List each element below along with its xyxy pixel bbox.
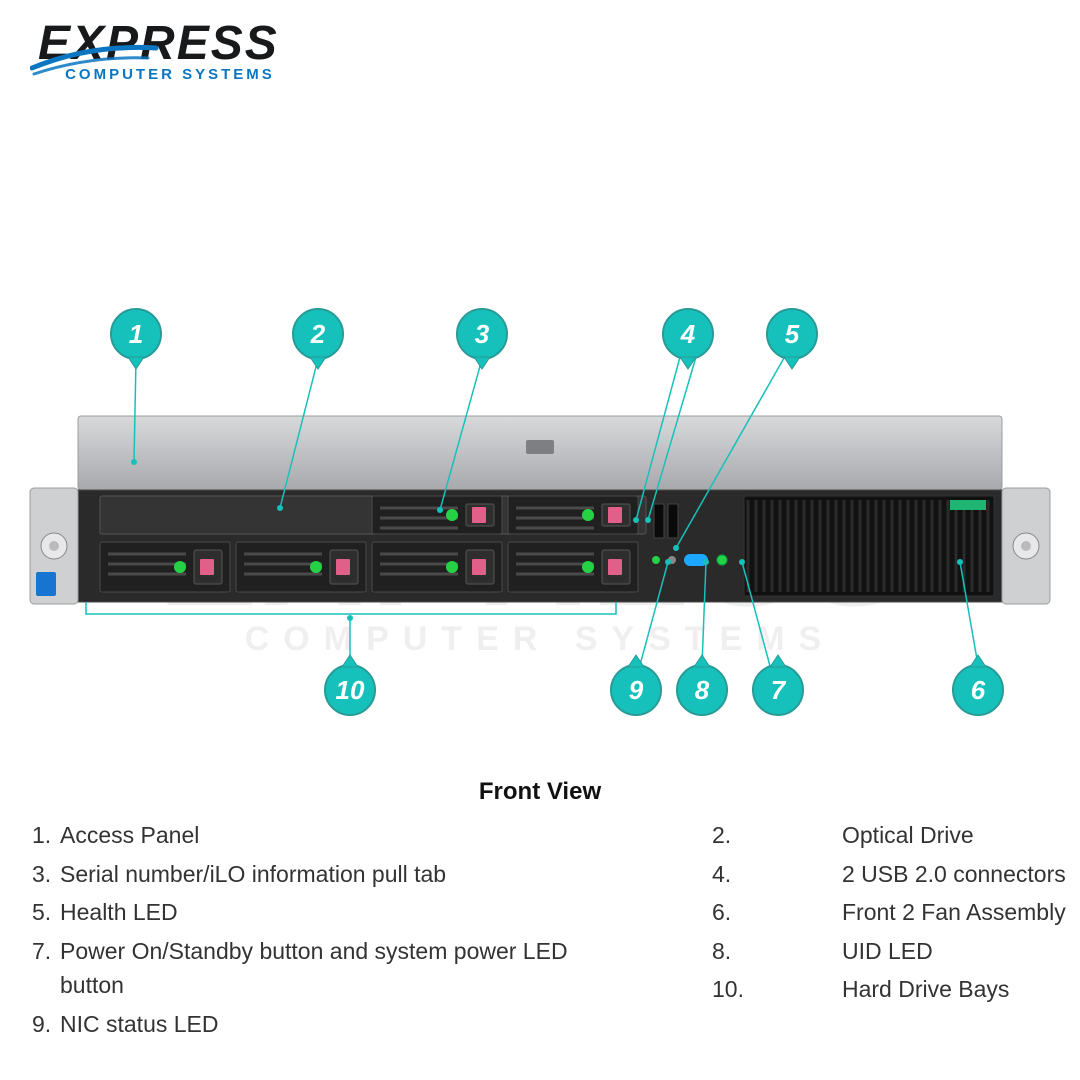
legend-text: NIC status LED [60,1007,219,1042]
legend-text: 2 USB 2.0 connectors [842,857,1066,892]
legend-num: 10. [652,972,842,1007]
legend-row: 3.Serial number/iLO information pull tab [32,857,632,892]
legend-row: 4.2 USB 2.0 connectors [652,857,1068,892]
legend-row: 1.Access Panel [32,818,632,853]
legend-num: 9. [32,1007,60,1042]
legend-num: 1. [32,818,60,853]
callout-number: 8 [695,675,710,705]
callout-number: 3 [475,319,490,349]
legend-left-col: 1.Access Panel3.Serial number/iLO inform… [32,818,632,1041]
callout-number: 4 [680,319,696,349]
legend-row: 2.Optical Drive [652,818,1068,853]
legend-text: Health LED [60,895,178,930]
callout-number: 6 [971,675,986,705]
legend-right-col: 2.Optical Drive4.2 USB 2.0 connectors6.F… [652,818,1068,1041]
legend-num: 6. [652,895,842,930]
callout-number: 2 [310,319,326,349]
legend-num: 7. [32,934,60,969]
callout-number: 5 [785,319,800,349]
legend-row: 10.Hard Drive Bays [652,972,1068,1007]
callout-number: 7 [771,675,787,705]
legend-row: 5.Health LED [32,895,632,930]
legend-text: Hard Drive Bays [842,972,1009,1007]
callout-number: 1 [129,319,143,349]
callout-number: 10 [336,675,365,705]
legend-num: 2. [652,818,842,853]
legend-row: 8.UID LED [652,934,1068,969]
server-chassis [30,416,1050,604]
legend-text: Power On/Standby button and system power… [60,934,632,1003]
legend-text: Front 2 Fan Assembly [842,895,1066,930]
legend-text: Optical Drive [842,818,974,853]
legend-num: 4. [652,857,842,892]
legend-num: 3. [32,857,60,892]
legend-num: 5. [32,895,60,930]
diagram-caption: Front View [0,778,1080,806]
legend-row: 6.Front 2 Fan Assembly [652,895,1068,930]
legend: 1.Access Panel3.Serial number/iLO inform… [32,818,1048,1041]
legend-row: 9.NIC status LED [32,1007,632,1042]
callout-number: 9 [629,675,644,705]
legend-text: Access Panel [60,818,199,853]
legend-num: 8. [652,934,842,969]
legend-row: 7.Power On/Standby button and system pow… [32,934,632,1003]
legend-text: UID LED [842,934,933,969]
legend-text: Serial number/iLO information pull tab [60,857,446,892]
